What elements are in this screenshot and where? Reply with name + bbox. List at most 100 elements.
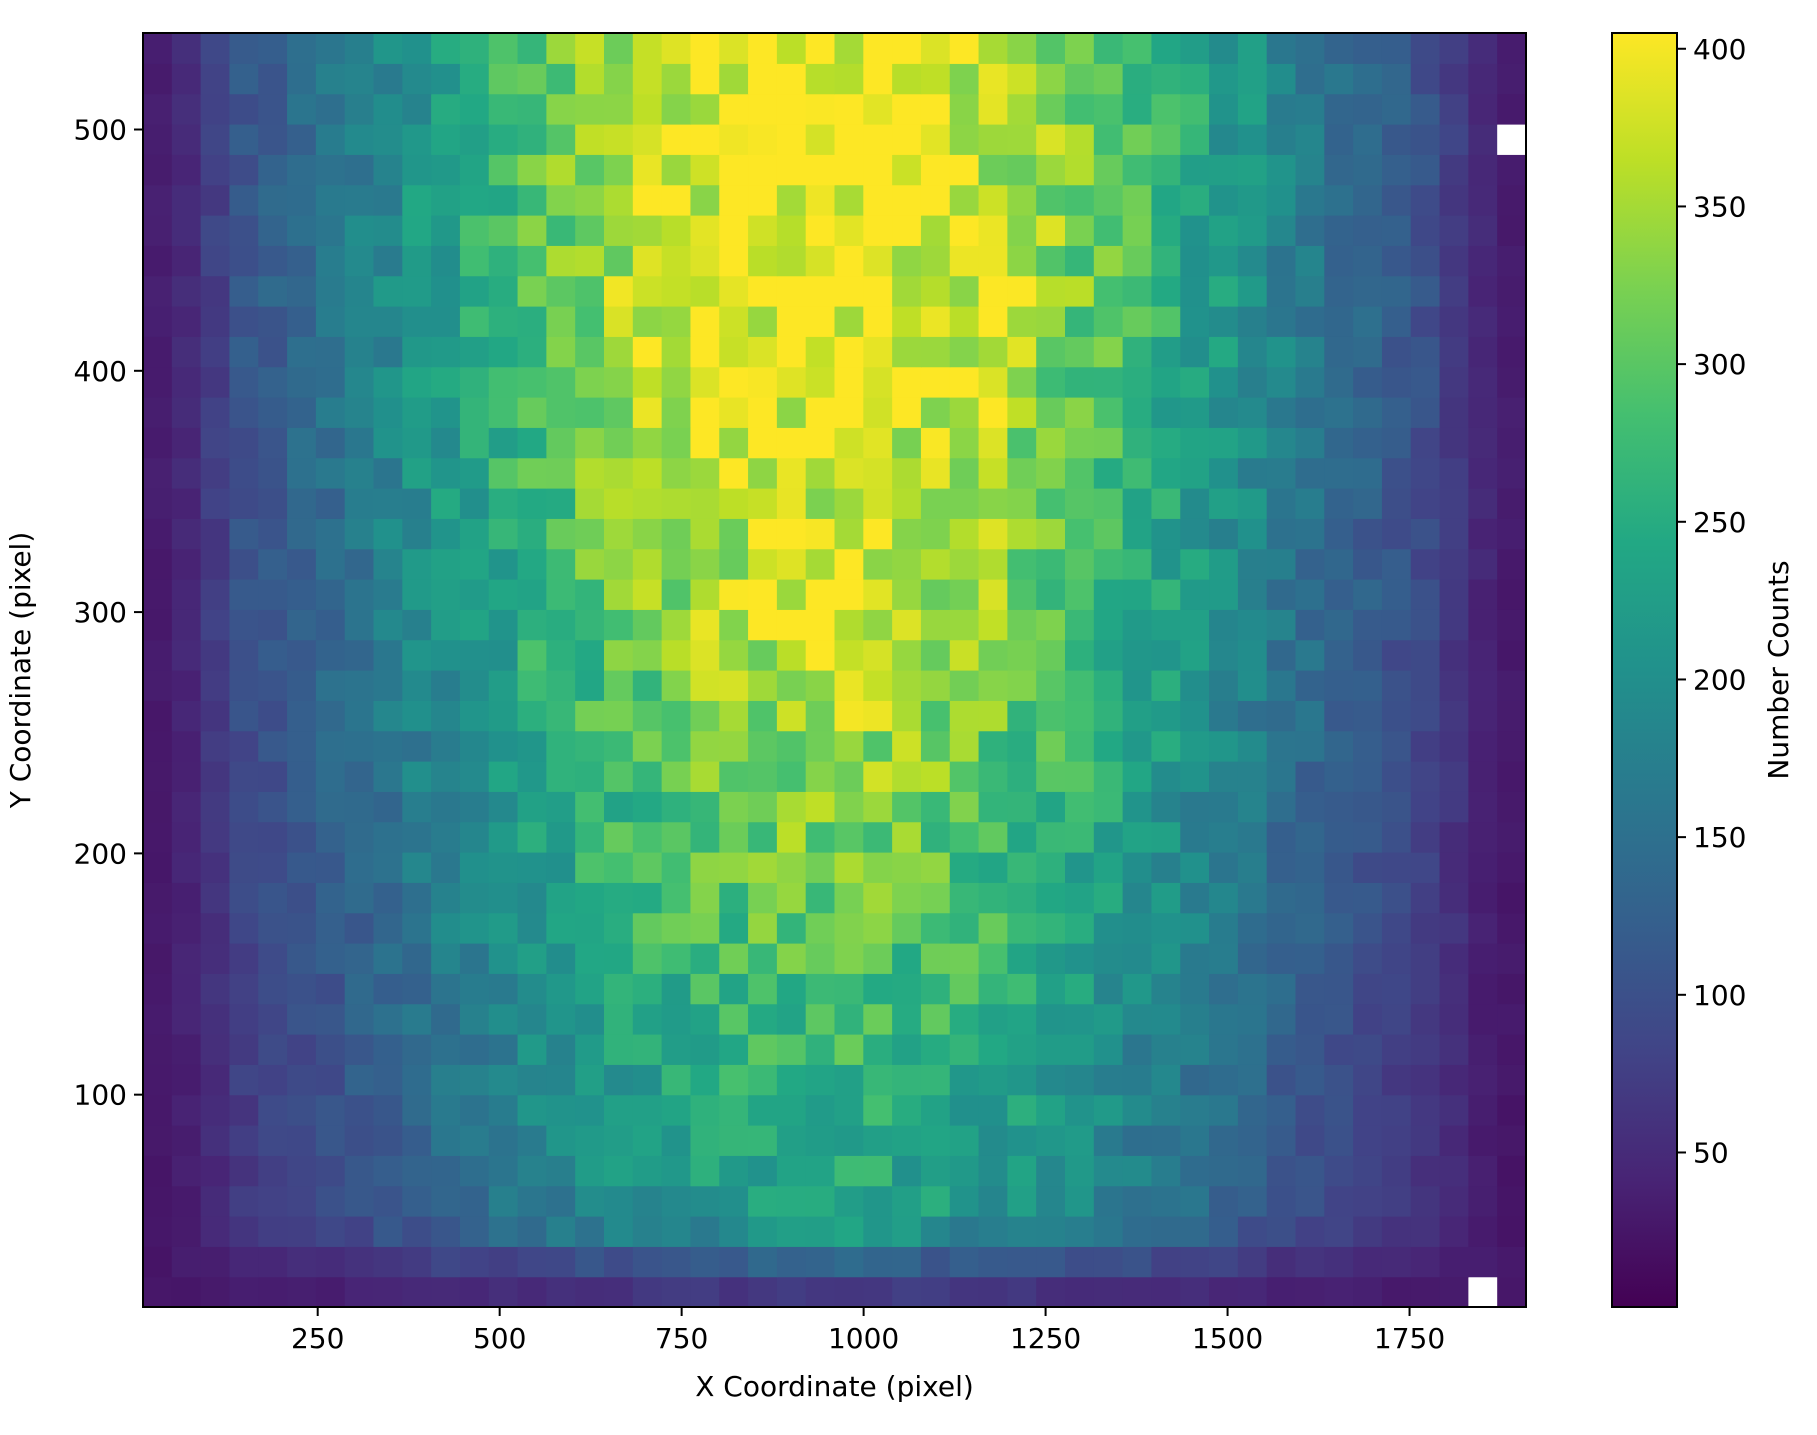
heatmap-cell xyxy=(517,609,547,641)
heatmap-cell xyxy=(1007,245,1037,277)
heatmap-cell xyxy=(143,852,173,883)
heatmap-cell xyxy=(834,427,864,459)
heatmap-cell xyxy=(315,791,346,823)
heatmap-cell xyxy=(834,700,864,732)
heatmap-cell xyxy=(459,1246,490,1278)
heatmap-cell xyxy=(258,488,288,519)
heatmap-cell xyxy=(805,366,836,398)
heatmap-cell xyxy=(1237,397,1268,428)
heatmap-cell xyxy=(373,1185,403,1217)
heatmap-cell xyxy=(1410,93,1441,125)
heatmap-cell xyxy=(200,457,231,489)
heatmap-cell xyxy=(863,1276,893,1308)
heatmap-cell xyxy=(1036,670,1066,701)
heatmap-cell xyxy=(402,488,432,519)
heatmap-cell xyxy=(978,397,1008,428)
heatmap-cell xyxy=(920,1125,951,1156)
heatmap-cell xyxy=(1439,518,1469,550)
heatmap-cell xyxy=(517,1246,547,1278)
heatmap-cell xyxy=(575,1216,605,1247)
heatmap-cell xyxy=(315,639,346,671)
heatmap-cell xyxy=(143,93,173,125)
heatmap-cell xyxy=(1324,1125,1354,1156)
heatmap-cell xyxy=(1209,852,1239,883)
heatmap-cell xyxy=(920,275,951,307)
heatmap-cell xyxy=(1353,730,1383,762)
heatmap-cell xyxy=(1468,730,1498,762)
heatmap-cell xyxy=(920,124,951,155)
heatmap-cell xyxy=(748,93,778,125)
heatmap-cell xyxy=(431,336,461,368)
heatmap-cell xyxy=(1122,548,1153,580)
heatmap-cell xyxy=(604,336,634,368)
heatmap-cell xyxy=(604,427,634,459)
heatmap-cell xyxy=(1151,366,1181,398)
heatmap-cell xyxy=(748,670,778,701)
heatmap-cell xyxy=(143,245,173,277)
heatmap-cell xyxy=(1381,730,1412,762)
heatmap-cell xyxy=(1266,548,1297,580)
heatmap-cell xyxy=(863,943,893,974)
heatmap-cell xyxy=(1439,579,1469,610)
heatmap-cell xyxy=(1324,63,1354,95)
heatmap-cell xyxy=(1497,912,1527,944)
heatmap-cell xyxy=(344,548,375,580)
heatmap-cell xyxy=(949,1246,980,1278)
heatmap-cell xyxy=(1209,730,1239,762)
heatmap-cell xyxy=(1122,1125,1153,1156)
heatmap-cell xyxy=(1036,700,1066,732)
heatmap-cell xyxy=(748,1125,778,1156)
heatmap-cell xyxy=(1381,154,1412,186)
heatmap-cell xyxy=(834,518,864,550)
heatmap-cell xyxy=(805,882,836,914)
heatmap-cell xyxy=(805,700,836,732)
heatmap-cell xyxy=(373,275,403,307)
heatmap-cell xyxy=(459,154,490,186)
heatmap-cell xyxy=(488,639,519,671)
heatmap-cell xyxy=(1497,1216,1527,1247)
heatmap-cell xyxy=(1093,275,1124,307)
heatmap-cell xyxy=(776,1094,807,1126)
heatmap-cell xyxy=(1122,184,1153,216)
heatmap-cell xyxy=(1381,882,1412,914)
heatmap-cell xyxy=(863,852,893,883)
heatmap-cell xyxy=(258,1034,288,1065)
heatmap-cell xyxy=(1093,63,1124,95)
heatmap-cell xyxy=(892,700,922,732)
heatmap-cell xyxy=(1036,1094,1066,1126)
heatmap-cell xyxy=(776,791,807,823)
heatmap-cell xyxy=(863,1216,893,1247)
heatmap-cell xyxy=(1237,609,1268,641)
heatmap-cell xyxy=(1439,821,1469,853)
heatmap-cell xyxy=(517,336,547,368)
heatmap-cell xyxy=(171,670,202,701)
heatmap-cell xyxy=(200,215,231,246)
heatmap-cell xyxy=(1036,33,1066,64)
heatmap-cell xyxy=(143,33,173,64)
heatmap-cell xyxy=(517,275,547,307)
heatmap-cell xyxy=(229,1003,259,1035)
heatmap-cell xyxy=(575,639,605,671)
heatmap-cell xyxy=(287,215,317,246)
heatmap-cell xyxy=(661,93,692,125)
heatmap-cell xyxy=(920,730,951,762)
heatmap-cell xyxy=(1381,215,1412,246)
heatmap-cell xyxy=(1439,700,1469,732)
heatmap-cell xyxy=(978,154,1008,186)
heatmap-cell xyxy=(690,124,720,155)
heatmap-cell xyxy=(748,973,778,1005)
heatmap-cell xyxy=(661,1185,692,1217)
heatmap-cell xyxy=(1439,882,1469,914)
heatmap-cell xyxy=(978,973,1008,1005)
heatmap-cell xyxy=(287,518,317,550)
heatmap-cell xyxy=(690,93,720,125)
heatmap-cell xyxy=(344,609,375,641)
heatmap-cell xyxy=(1180,1034,1210,1065)
heatmap-cell xyxy=(834,548,864,580)
heatmap-cell xyxy=(1151,306,1181,337)
heatmap-cell xyxy=(459,943,490,974)
heatmap-cell xyxy=(1093,700,1124,732)
heatmap-cell xyxy=(1410,609,1441,641)
heatmap-cell xyxy=(805,1064,836,1096)
